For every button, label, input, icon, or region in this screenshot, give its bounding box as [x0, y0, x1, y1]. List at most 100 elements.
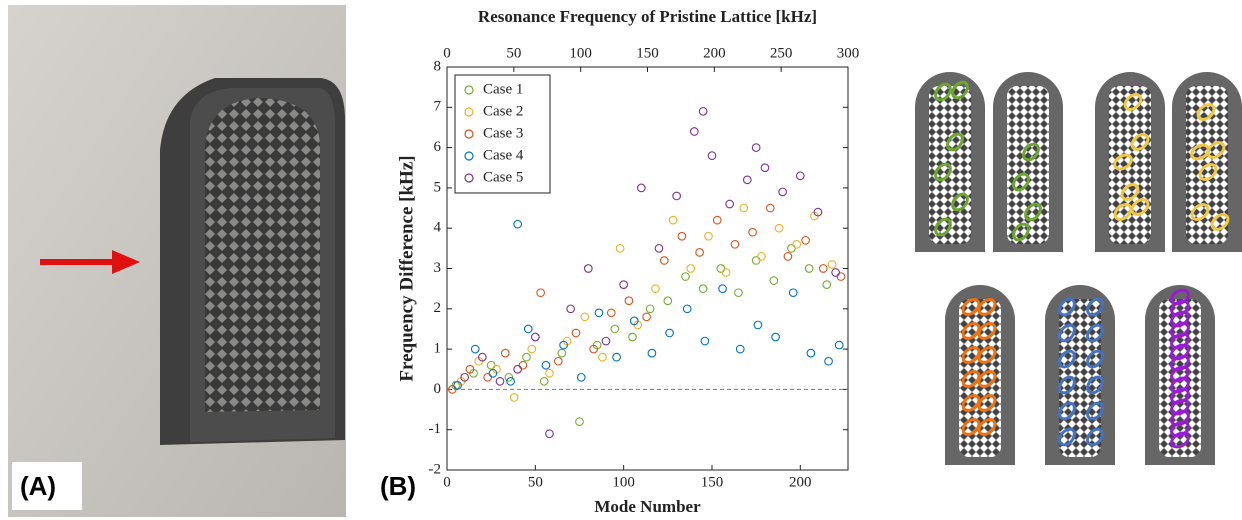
y-tick-label: 0 — [434, 381, 442, 397]
point — [757, 252, 766, 261]
point — [695, 248, 704, 257]
point — [698, 106, 708, 116]
point — [760, 163, 770, 173]
defect-region — [1058, 427, 1076, 447]
point — [522, 352, 531, 362]
defect-region — [1058, 349, 1076, 369]
point — [822, 280, 832, 289]
defect-region — [1123, 93, 1143, 111]
point — [504, 372, 514, 382]
defect-region — [977, 370, 997, 388]
legend-marker — [464, 151, 474, 161]
defect-region — [1130, 133, 1150, 151]
defect-region — [1170, 431, 1190, 449]
defect-region — [961, 418, 981, 436]
point — [804, 264, 814, 273]
point — [610, 324, 620, 334]
point — [686, 264, 696, 273]
defect-region — [1086, 375, 1104, 395]
defect-region — [934, 162, 952, 182]
point — [663, 296, 673, 306]
defect-region — [934, 82, 952, 102]
x2-tick-label: 0 — [443, 45, 451, 61]
y-tick-label: 7 — [434, 99, 442, 115]
defect-region — [1086, 323, 1104, 343]
point — [509, 393, 519, 402]
point — [742, 175, 752, 185]
point — [769, 276, 779, 285]
defect-region — [1058, 323, 1076, 343]
defect-region — [1206, 141, 1226, 159]
point — [718, 284, 727, 294]
defect-region — [961, 394, 981, 412]
defect-region — [1086, 349, 1104, 369]
point — [571, 328, 581, 338]
defect-region — [977, 346, 997, 364]
defect-region — [946, 132, 964, 152]
x-tick-label: 150 — [701, 474, 724, 490]
point — [735, 344, 745, 354]
defect-region — [1086, 427, 1104, 447]
legend-marker — [464, 107, 474, 117]
point — [539, 376, 549, 386]
point — [536, 288, 545, 298]
point — [575, 417, 584, 426]
point — [601, 336, 611, 346]
point — [704, 231, 713, 241]
point — [813, 207, 823, 217]
defect-region — [1190, 143, 1210, 161]
defect-region — [1210, 213, 1230, 231]
point — [523, 324, 533, 334]
defect-region — [1058, 401, 1076, 421]
x2-tick-label: 50 — [506, 45, 521, 61]
point — [698, 284, 708, 294]
legend-marker — [464, 173, 474, 183]
defect-region — [1086, 297, 1104, 317]
defect-region — [977, 298, 997, 316]
point — [681, 272, 690, 281]
point — [629, 316, 639, 326]
y-tick-label: 2 — [434, 300, 442, 316]
point — [682, 304, 692, 314]
x2-tick-label: 250 — [770, 45, 793, 61]
defect-region — [934, 217, 952, 237]
point — [606, 308, 616, 318]
point — [730, 239, 740, 249]
point — [831, 268, 840, 277]
point — [734, 288, 743, 298]
defect-region — [1198, 163, 1218, 181]
y-tick-label: 6 — [434, 139, 442, 155]
point — [612, 352, 621, 362]
x-tick-label: 50 — [528, 474, 543, 490]
panel-label: (B) — [380, 471, 416, 501]
y-axis-title: Frequency Difference [kHz] — [396, 155, 417, 381]
x-tick-label: 200 — [789, 474, 812, 490]
x-tick-label: 0 — [443, 474, 451, 490]
point — [583, 264, 593, 273]
point — [778, 187, 787, 197]
y-tick-label: -1 — [429, 421, 442, 437]
photo — [8, 5, 346, 517]
point — [545, 368, 554, 378]
defect-region — [1113, 203, 1133, 221]
point — [576, 372, 586, 382]
defect-region — [1196, 103, 1216, 121]
panel-label: (A) — [20, 471, 56, 501]
y-tick-label: 5 — [434, 179, 442, 195]
point — [559, 340, 568, 350]
legend-label: Case 5 — [483, 169, 523, 185]
y-tick-label: -2 — [429, 461, 442, 477]
point — [792, 239, 802, 249]
point — [589, 344, 598, 354]
point — [636, 183, 646, 193]
point — [689, 127, 699, 136]
defect-region — [977, 394, 997, 412]
y-tick-label: 8 — [434, 58, 442, 74]
x2-axis-title: Resonance Frequency of Pristine Lattice … — [478, 7, 817, 26]
point — [647, 348, 657, 358]
point — [721, 268, 731, 277]
point — [495, 376, 505, 386]
point — [506, 376, 515, 386]
point — [700, 336, 710, 346]
